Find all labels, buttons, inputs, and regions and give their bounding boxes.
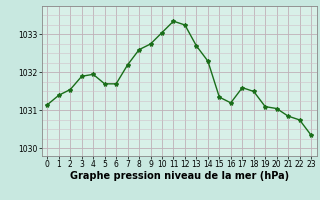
X-axis label: Graphe pression niveau de la mer (hPa): Graphe pression niveau de la mer (hPa) bbox=[70, 171, 289, 181]
